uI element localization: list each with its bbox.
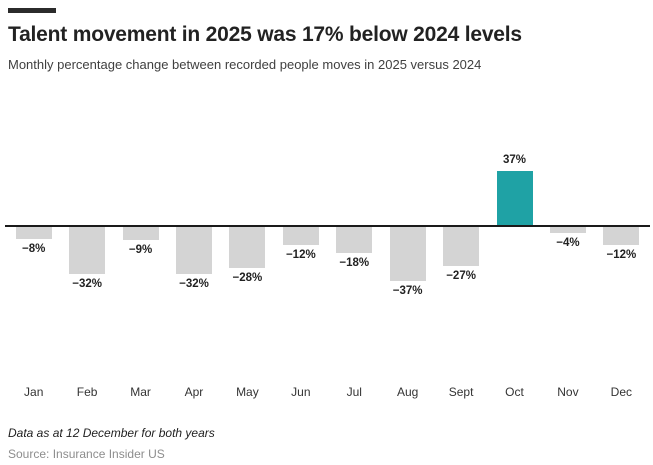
- bar-column-may: −28%: [221, 95, 274, 375]
- bar-value-label: −18%: [339, 257, 370, 269]
- negative-bar-jun: [282, 227, 319, 245]
- x-axis-label-jan: Jan: [24, 385, 44, 399]
- bar-value-label: −37%: [392, 285, 423, 297]
- chart-subtitle: Monthly percentage change between record…: [8, 57, 482, 72]
- bar-value-label: −9%: [128, 244, 153, 256]
- bar-chart-plot-area: −8% −32% −9% −32% −28% −12% −18% −37% −27% 37% −4%…: [0, 95, 653, 375]
- negative-bar-dec: [603, 227, 640, 245]
- bar-columns: −8% −32% −9% −32% −28% −12% −18% −37% −27% 37% −4%…: [7, 95, 648, 375]
- x-axis-label-apr: Apr: [184, 385, 204, 399]
- x-axis-label-dec: Dec: [610, 385, 633, 399]
- bar-column-mar: −9%: [114, 95, 167, 375]
- bar-value-label: −12%: [606, 249, 637, 261]
- x-axis-label-mar: Mar: [130, 385, 151, 399]
- x-axis-label-nov: Nov: [557, 385, 579, 399]
- x-axis-label-feb: Feb: [76, 385, 98, 399]
- negative-bar-jan: [15, 227, 52, 239]
- negative-bar-apr: [175, 227, 212, 274]
- bar-column-nov: −4%: [541, 95, 594, 375]
- x-axis-label-jun: Jun: [291, 385, 311, 399]
- bar-column-sept: −27%: [434, 95, 487, 375]
- x-axis-label-may: May: [236, 385, 259, 399]
- bar-value-label: −32%: [72, 278, 102, 290]
- positive-bar-oct: [496, 171, 533, 225]
- bar-column-feb: −32%: [60, 95, 113, 375]
- x-axis-labels: Jan Feb Mar Apr May Jun Jul Aug Sept Oct Nov Dec: [7, 385, 648, 399]
- bar-value-label: 37%: [502, 154, 527, 166]
- bar-value-label: −27%: [446, 270, 476, 282]
- bar-column-jun: −12%: [274, 95, 327, 375]
- x-axis-label-aug: Aug: [396, 385, 419, 399]
- x-axis-label-oct: Oct: [505, 385, 524, 399]
- negative-bar-mar: [122, 227, 159, 240]
- bar-column-jan: −8%: [7, 95, 60, 375]
- chart-title: Talent movement in 2025 was 17% below 20…: [8, 23, 522, 46]
- x-axis-label-sept: Sept: [448, 385, 474, 399]
- bar-value-label: −8%: [22, 243, 46, 255]
- bar-value-label: −28%: [232, 272, 263, 284]
- bar-column-dec: −12%: [595, 95, 648, 375]
- bar-column-apr: −32%: [167, 95, 220, 375]
- bar-column-oct: 37%: [488, 95, 541, 375]
- negative-bar-aug: [389, 227, 426, 281]
- negative-bar-nov: [549, 227, 586, 233]
- footnote: Data as at 12 December for both years: [8, 426, 215, 440]
- x-axis-label-jul: Jul: [346, 385, 362, 399]
- kicker-bar: [8, 8, 56, 13]
- negative-bar-sept: [443, 227, 480, 266]
- negative-bar-feb: [69, 227, 106, 274]
- negative-bar-may: [229, 227, 266, 268]
- bar-value-label: −12%: [285, 249, 316, 261]
- bar-value-label: −4%: [556, 237, 580, 249]
- source-credit: Source: Insurance Insider US: [8, 447, 165, 461]
- bar-column-aug: −37%: [381, 95, 434, 375]
- bar-column-jul: −18%: [328, 95, 381, 375]
- chart-header: Talent movement in 2025 was 17% below 20…: [0, 0, 653, 73]
- negative-bar-jul: [336, 227, 373, 253]
- zero-axis-line: [5, 225, 650, 227]
- bar-value-label: −32%: [179, 278, 209, 290]
